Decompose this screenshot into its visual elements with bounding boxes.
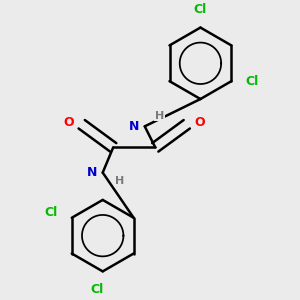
Text: H: H	[155, 111, 164, 121]
Text: O: O	[194, 116, 205, 129]
Text: Cl: Cl	[91, 283, 104, 296]
Text: Cl: Cl	[44, 206, 57, 219]
Text: N: N	[87, 166, 98, 179]
Text: Cl: Cl	[194, 3, 207, 16]
Text: H: H	[115, 176, 124, 186]
Text: N: N	[129, 120, 140, 133]
Text: Cl: Cl	[246, 75, 259, 88]
Text: O: O	[64, 116, 74, 129]
